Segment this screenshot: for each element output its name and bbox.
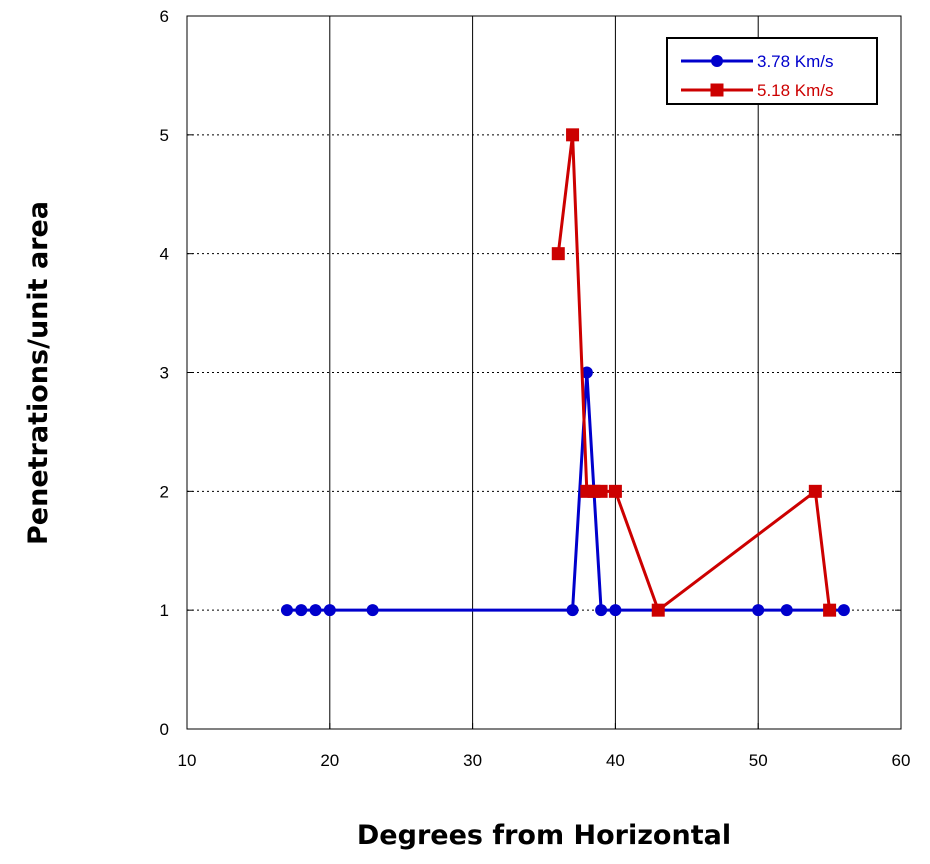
legend-marker bbox=[710, 83, 724, 97]
series-group bbox=[280, 128, 850, 617]
x-axis-title: Degrees from Horizontal bbox=[357, 820, 731, 851]
data-point bbox=[551, 247, 565, 261]
y-tick-label: 4 bbox=[160, 245, 169, 264]
data-point bbox=[808, 484, 822, 498]
data-point bbox=[780, 604, 793, 617]
legend-marker bbox=[711, 55, 723, 67]
x-tick-label: 40 bbox=[606, 751, 625, 770]
data-point bbox=[580, 366, 593, 379]
data-point bbox=[295, 604, 308, 617]
series-line bbox=[286, 371, 844, 612]
legend-box bbox=[666, 37, 878, 105]
series-2 bbox=[551, 128, 837, 617]
y-tick-label: 1 bbox=[160, 601, 169, 620]
y-tick-label: 2 bbox=[160, 482, 169, 501]
legend: 3.78 Km/s 5.18 Km/s bbox=[666, 37, 878, 105]
y-tick-label: 3 bbox=[160, 364, 169, 383]
y-axis-title: Penetrations/unit area bbox=[23, 201, 54, 545]
y-tick-label: 6 bbox=[160, 7, 169, 26]
data-point bbox=[366, 604, 379, 617]
y-tick-label: 5 bbox=[160, 126, 169, 145]
x-tick-label: 30 bbox=[463, 751, 482, 770]
data-point bbox=[837, 604, 850, 617]
y-tick-label: 0 bbox=[160, 720, 169, 739]
axis-ticks: 10 20 30 40 50 60 0 1 2 3 4 5 6 bbox=[160, 7, 911, 770]
data-point bbox=[651, 603, 665, 617]
x-tick-label: 20 bbox=[320, 751, 339, 770]
data-point bbox=[323, 604, 336, 617]
x-tick-label: 60 bbox=[892, 751, 911, 770]
series-1 bbox=[280, 366, 850, 617]
data-point bbox=[594, 484, 608, 498]
data-point bbox=[595, 604, 608, 617]
data-point bbox=[566, 604, 579, 617]
legend-label: 5.18 Km/s bbox=[757, 81, 834, 100]
x-tick-label: 10 bbox=[178, 751, 197, 770]
data-point bbox=[823, 603, 837, 617]
x-tick-label: 50 bbox=[749, 751, 768, 770]
data-point bbox=[309, 604, 322, 617]
data-point bbox=[752, 604, 765, 617]
data-point bbox=[280, 604, 293, 617]
legend-label: 3.78 Km/s bbox=[757, 52, 834, 71]
grid bbox=[187, 16, 901, 729]
data-point bbox=[608, 484, 622, 498]
data-point bbox=[609, 604, 622, 617]
data-point bbox=[566, 128, 580, 142]
